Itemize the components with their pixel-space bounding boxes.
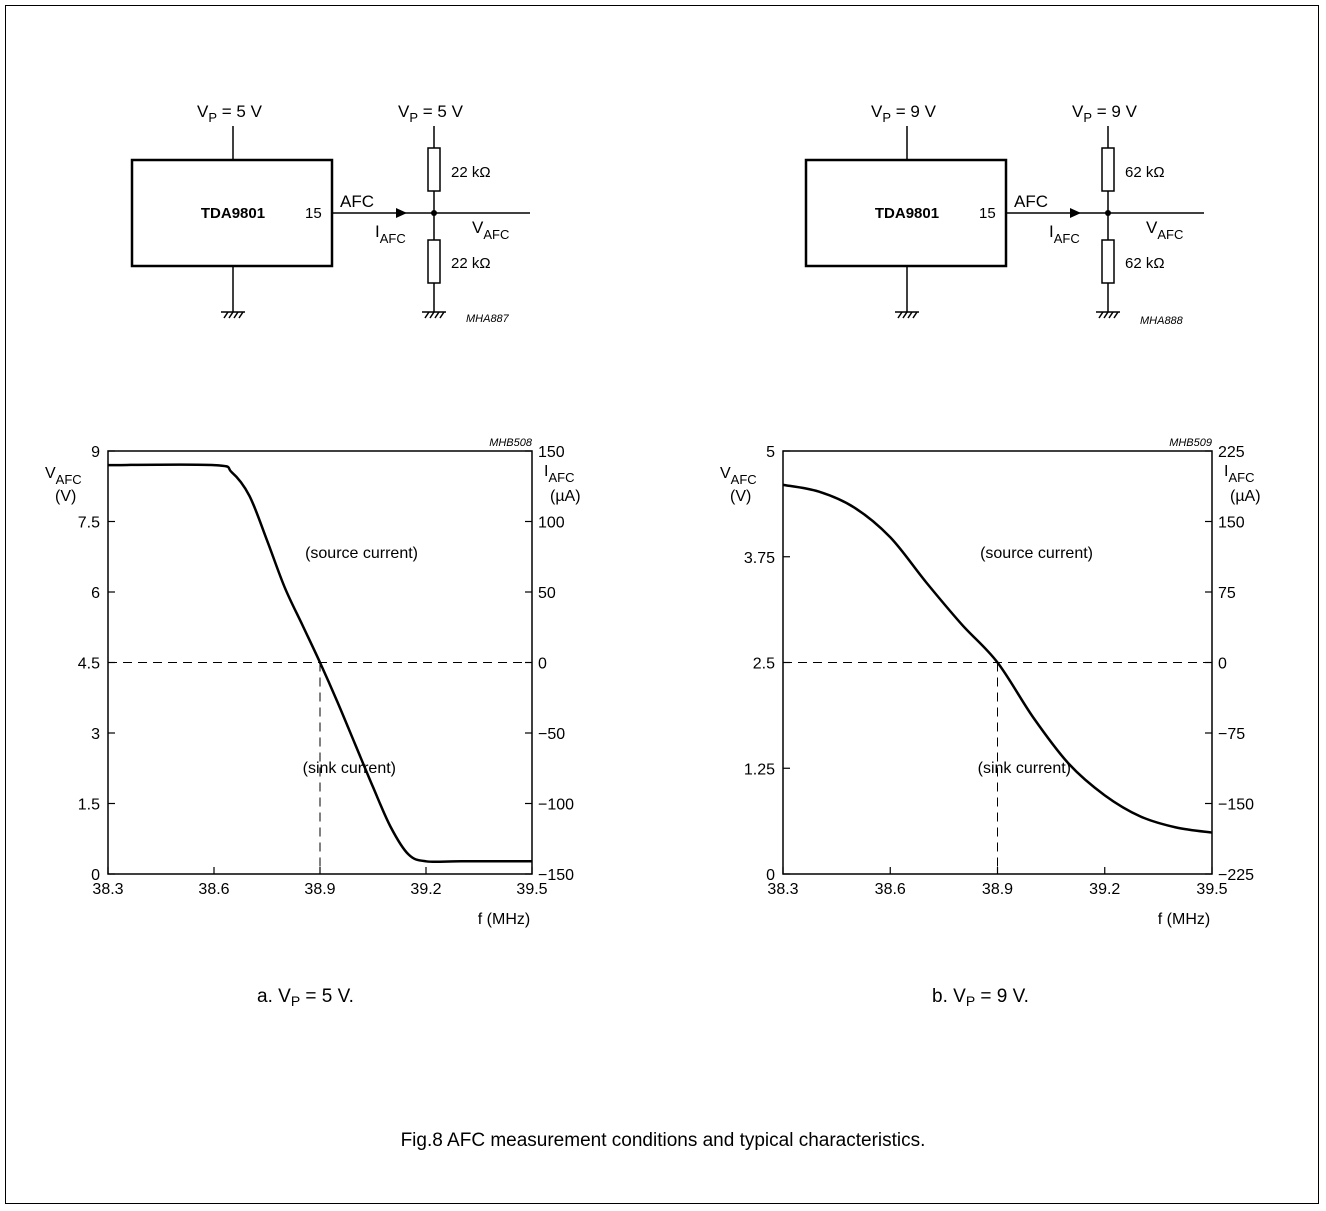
chart-b: 38.3 38.6 38.9 39.2 39.5 0 1.25 2.5 3.75 5 −225 −15… xyxy=(720,437,1261,928)
current-label-b: IAFC xyxy=(1049,222,1080,246)
y-left-tick-label: 4.5 xyxy=(78,656,100,673)
y-right-axis-unit: (µA) xyxy=(1230,488,1261,505)
circuit-b: VP = 9 V TDA9801 15 AFC IAFC VAFC VP = 9… xyxy=(804,102,1204,327)
arrow-icon-a xyxy=(396,208,407,218)
y-left-axis-unit: (V) xyxy=(730,488,751,505)
y-left-tick-label: 9 xyxy=(91,444,100,461)
y-right-tick-label: 100 xyxy=(538,515,565,532)
r-top-label-a: 22 kΩ xyxy=(451,164,491,181)
ground-icon-b1 xyxy=(895,311,919,319)
x-tick-label: 39.5 xyxy=(516,881,547,898)
y-left-tick-label: 1.5 xyxy=(78,797,100,814)
y-right-tick-label: −150 xyxy=(538,867,574,884)
supply-label-ic-b: VP = 9 V xyxy=(871,102,937,125)
y-left-tick-label: 6 xyxy=(91,585,100,602)
annotation-source-current: (source current) xyxy=(305,545,418,562)
y-left-tick-label: 5 xyxy=(766,444,775,461)
r-top-label-b: 62 kΩ xyxy=(1125,164,1165,181)
series-line-v-afc xyxy=(782,483,1213,834)
y-right-axis-label: IAFC xyxy=(1224,463,1254,485)
supply-label-divider-a: VP = 5 V xyxy=(398,102,464,125)
y-right-tick-label: 50 xyxy=(538,585,556,602)
y-left-tick-label: 2.5 xyxy=(753,656,775,673)
x-tick-label: 38.9 xyxy=(982,881,1013,898)
y-right-tick-label: 150 xyxy=(538,444,565,461)
chart-a: 38.3 38.6 38.9 39.2 39.5 0 1.5 3 4.5 6 7.5 9 −150 −10… xyxy=(45,437,581,928)
chart-a-caption: a. VP = 5 V. xyxy=(257,986,354,1009)
voltage-label-a: VAFC xyxy=(472,218,509,242)
y-left-axis-label: VAFC xyxy=(720,465,757,487)
y-left-axis-unit: (V) xyxy=(55,488,76,505)
supply-label-ic-a: VP = 5 V xyxy=(197,102,263,125)
y-right-tick-label: 0 xyxy=(538,656,547,673)
supply-label-divider-b: VP = 9 V xyxy=(1072,102,1138,125)
y-left-tick-label: 3.75 xyxy=(744,550,775,567)
y-right-tick-label: −225 xyxy=(1218,867,1254,884)
x-tick-label: 39.2 xyxy=(1089,881,1120,898)
x-tick-label: 39.5 xyxy=(1196,881,1227,898)
ref-code-a: MHA887 xyxy=(466,313,510,325)
x-tick-label: 39.2 xyxy=(410,881,441,898)
x-tick-label: 38.3 xyxy=(92,881,123,898)
arrow-icon-b xyxy=(1070,208,1081,218)
annotation-sink-current: (sink current) xyxy=(303,760,396,777)
annotation-source-current: (source current) xyxy=(980,545,1093,562)
ic-label-b: TDA9801 xyxy=(875,205,939,222)
y-right-tick-label: −150 xyxy=(1218,797,1254,814)
y-left-tick-label: 3 xyxy=(91,726,100,743)
chart-b-caption: b. VP = 9 V. xyxy=(932,986,1029,1009)
y-left-tick-label: 1.25 xyxy=(744,761,775,778)
y-right-tick-label: 150 xyxy=(1218,515,1245,532)
ground-icon-a2 xyxy=(422,311,446,319)
y-right-axis-unit: (µA) xyxy=(550,488,581,505)
chart-ref-code: MHB509 xyxy=(1169,437,1212,449)
y-right-tick-label: −75 xyxy=(1218,726,1245,743)
ic-label-a: TDA9801 xyxy=(201,205,265,222)
pin-label-b: 15 xyxy=(979,205,996,222)
afc-label-b: AFC xyxy=(1014,192,1048,211)
x-axis-label: f (MHz) xyxy=(1158,911,1210,928)
ref-code-b: MHA888 xyxy=(1140,315,1184,327)
figure-caption: Fig.8 AFC measurement conditions and typ… xyxy=(400,1130,926,1151)
chart-ref-code: MHB508 xyxy=(489,437,533,449)
x-tick-label: 38.6 xyxy=(198,881,229,898)
circuit-a: VP = 5 V TDA9801 15 AFC IAFC VAFC VP = 5… xyxy=(130,102,530,325)
y-right-tick-label: −100 xyxy=(538,797,574,814)
afc-label-a: AFC xyxy=(340,192,374,211)
r-bottom-label-b: 62 kΩ xyxy=(1125,255,1165,272)
y-left-tick-label: 7.5 xyxy=(78,515,100,532)
ground-icon-b2 xyxy=(1096,311,1120,319)
y-right-tick-label: 75 xyxy=(1218,585,1236,602)
y-left-axis-label: VAFC xyxy=(45,465,82,487)
y-left-tick-label: 0 xyxy=(766,867,775,884)
r-bottom-label-a: 22 kΩ xyxy=(451,255,491,272)
ground-icon-a1 xyxy=(221,311,245,319)
x-axis-label: f (MHz) xyxy=(478,911,530,928)
figure-frame xyxy=(5,5,1319,1204)
y-right-tick-label: −50 xyxy=(538,726,565,743)
x-tick-label: 38.6 xyxy=(875,881,906,898)
y-right-tick-label: 225 xyxy=(1218,444,1245,461)
current-label-a: IAFC xyxy=(375,222,406,246)
series-line-v-afc xyxy=(107,463,532,864)
x-tick-label: 38.9 xyxy=(304,881,335,898)
annotation-sink-current: (sink current) xyxy=(978,760,1071,777)
pin-label-a: 15 xyxy=(305,205,322,222)
y-right-axis-label: IAFC xyxy=(544,463,574,485)
voltage-label-b: VAFC xyxy=(1146,218,1183,242)
y-left-tick-label: 0 xyxy=(91,867,100,884)
x-tick-label: 38.3 xyxy=(767,881,798,898)
y-right-tick-label: 0 xyxy=(1218,656,1227,673)
